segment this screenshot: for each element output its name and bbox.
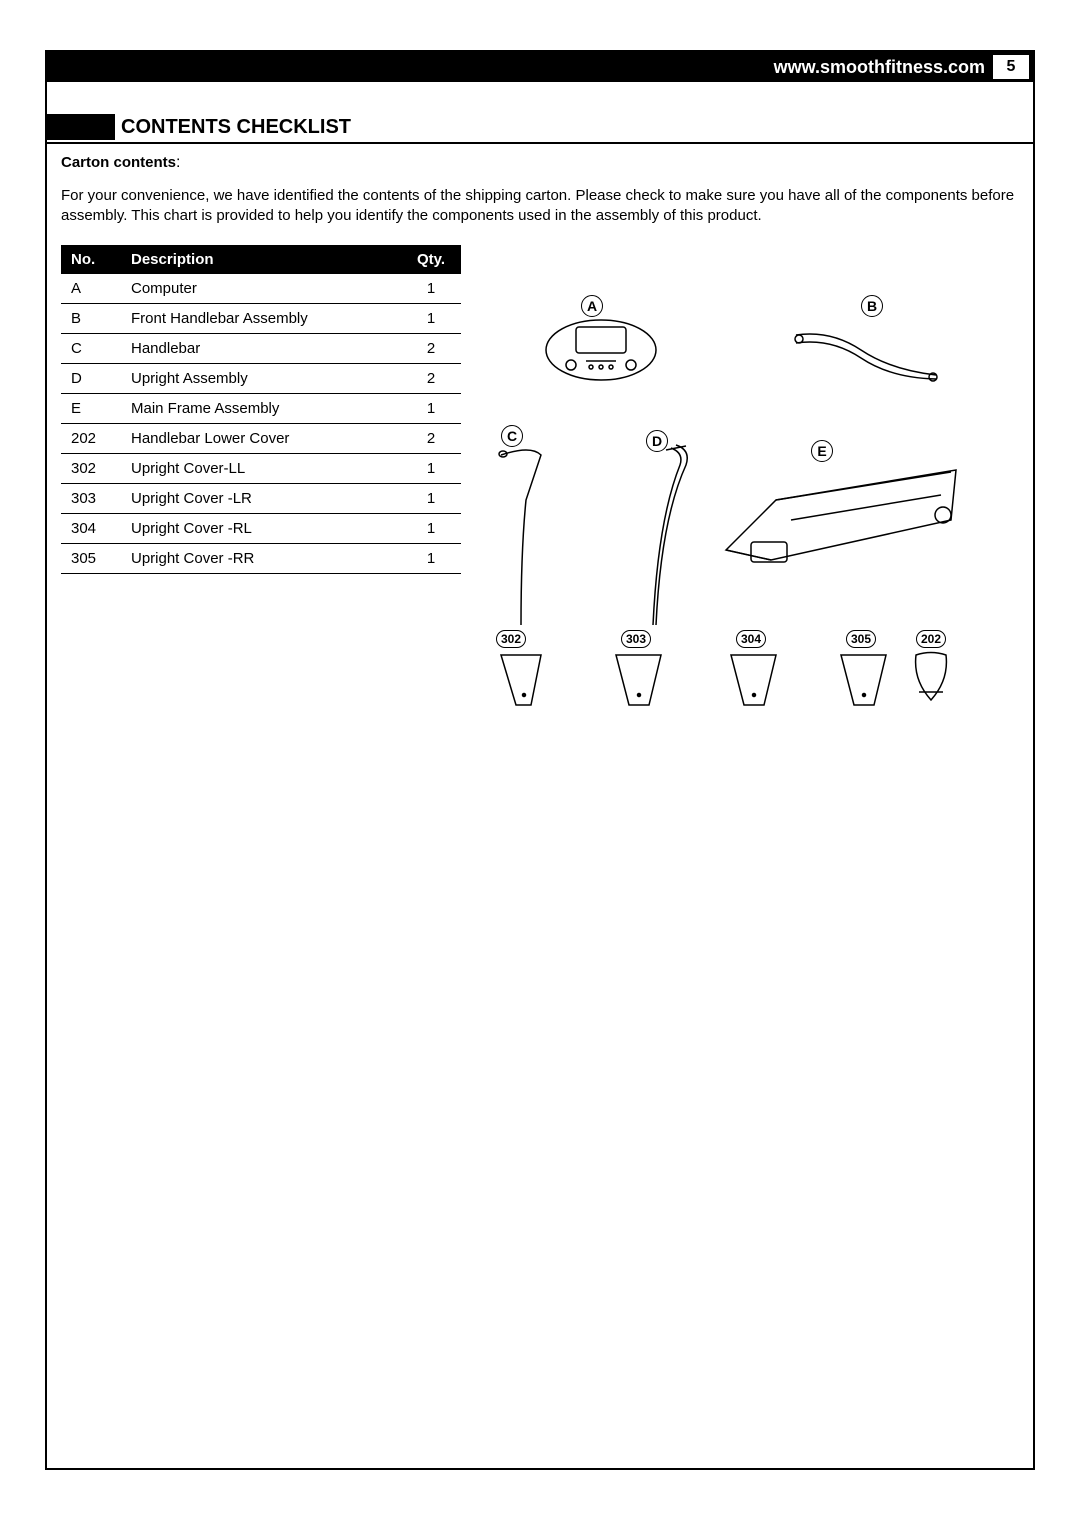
table-row: 305Upright Cover -RR1 <box>61 543 461 573</box>
cell-qty: 1 <box>401 513 461 543</box>
cell-desc: Upright Cover -RL <box>121 513 401 543</box>
diagram-label: C <box>501 425 523 447</box>
main-frame-icon <box>721 460 961 580</box>
cell-desc: Upright Cover-LL <box>121 453 401 483</box>
cell-no: E <box>61 393 121 423</box>
computer-icon <box>541 315 661 385</box>
top-bar: www.smoothfitness.com 5 <box>47 52 1033 82</box>
cell-desc: Upright Cover -RR <box>121 543 401 573</box>
cell-qty: 1 <box>401 543 461 573</box>
cell-no: 302 <box>61 453 121 483</box>
cell-no: C <box>61 333 121 363</box>
cover-305-icon <box>836 650 891 710</box>
intro-paragraph: For your convenience, we have identified… <box>61 186 1019 227</box>
cell-no: B <box>61 303 121 333</box>
front-handlebar-icon <box>791 325 941 385</box>
layout-row: No. Description Qty. AComputer1BFront Ha… <box>61 245 1019 765</box>
cell-qty: 2 <box>401 363 461 393</box>
diagram-label: D <box>646 430 668 452</box>
cover-303-icon <box>611 650 666 710</box>
diagram-label: 302 <box>496 630 526 648</box>
parts-table: No. Description Qty. AComputer1BFront Ha… <box>61 245 461 574</box>
cell-qty: 1 <box>401 303 461 333</box>
diagram-label: B <box>861 295 883 317</box>
header-url: www.smoothfitness.com <box>774 57 993 78</box>
diagram-label: 304 <box>736 630 766 648</box>
cell-no: 305 <box>61 543 121 573</box>
upright-icon <box>636 440 696 630</box>
cell-desc: Handlebar <box>121 333 401 363</box>
handlebar-icon <box>491 440 561 630</box>
col-no: No. <box>61 245 121 274</box>
cell-no: 303 <box>61 483 121 513</box>
table-row: 202Handlebar Lower Cover2 <box>61 423 461 453</box>
diagram-label: 303 <box>621 630 651 648</box>
content-area: Carton contents: For your convenience, w… <box>47 144 1033 765</box>
cover-202-icon <box>911 650 951 705</box>
heading-row: CONTENTS CHECKLIST <box>47 114 1033 140</box>
cover-302-icon <box>496 650 546 710</box>
cell-qty: 2 <box>401 423 461 453</box>
page-frame: www.smoothfitness.com 5 CONTENTS CHECKLI… <box>45 50 1035 1470</box>
cell-qty: 2 <box>401 333 461 363</box>
table-row: 302Upright Cover-LL1 <box>61 453 461 483</box>
cell-no: 304 <box>61 513 121 543</box>
cell-qty: 1 <box>401 393 461 423</box>
subheading-colon: : <box>176 154 180 171</box>
cell-qty: 1 <box>401 453 461 483</box>
cell-no: 202 <box>61 423 121 453</box>
diagram-label: 305 <box>846 630 876 648</box>
cell-desc: Front Handlebar Assembly <box>121 303 401 333</box>
section-heading: CONTENTS CHECKLIST <box>121 116 351 139</box>
cover-304-icon <box>726 650 781 710</box>
table-row: 303Upright Cover -LR1 <box>61 483 461 513</box>
table-row: EMain Frame Assembly1 <box>61 393 461 423</box>
cell-desc: Upright Assembly <box>121 363 401 393</box>
parts-table-wrap: No. Description Qty. AComputer1BFront Ha… <box>61 245 461 765</box>
col-qty: Qty. <box>401 245 461 274</box>
subheading: Carton contents: <box>61 154 1019 172</box>
cell-desc: Main Frame Assembly <box>121 393 401 423</box>
diagram-label: 202 <box>916 630 946 648</box>
table-row: CHandlebar2 <box>61 333 461 363</box>
diagram-label: E <box>811 440 833 462</box>
parts-diagram: A B C D E 302 303 304 305 202 <box>491 245 1019 765</box>
cell-desc: Upright Cover -LR <box>121 483 401 513</box>
cell-desc: Handlebar Lower Cover <box>121 423 401 453</box>
cell-no: D <box>61 363 121 393</box>
heading-block <box>45 114 115 140</box>
table-row: DUpright Assembly2 <box>61 363 461 393</box>
cell-qty: 1 <box>401 483 461 513</box>
cell-no: A <box>61 274 121 304</box>
table-row: AComputer1 <box>61 274 461 304</box>
page-number: 5 <box>993 55 1029 79</box>
table-row: BFront Handlebar Assembly1 <box>61 303 461 333</box>
table-row: 304Upright Cover -RL1 <box>61 513 461 543</box>
cell-qty: 1 <box>401 274 461 304</box>
subheading-label: Carton contents <box>61 154 176 171</box>
col-desc: Description <box>121 245 401 274</box>
cell-desc: Computer <box>121 274 401 304</box>
table-header-row: No. Description Qty. <box>61 245 461 274</box>
diagram-label: A <box>581 295 603 317</box>
